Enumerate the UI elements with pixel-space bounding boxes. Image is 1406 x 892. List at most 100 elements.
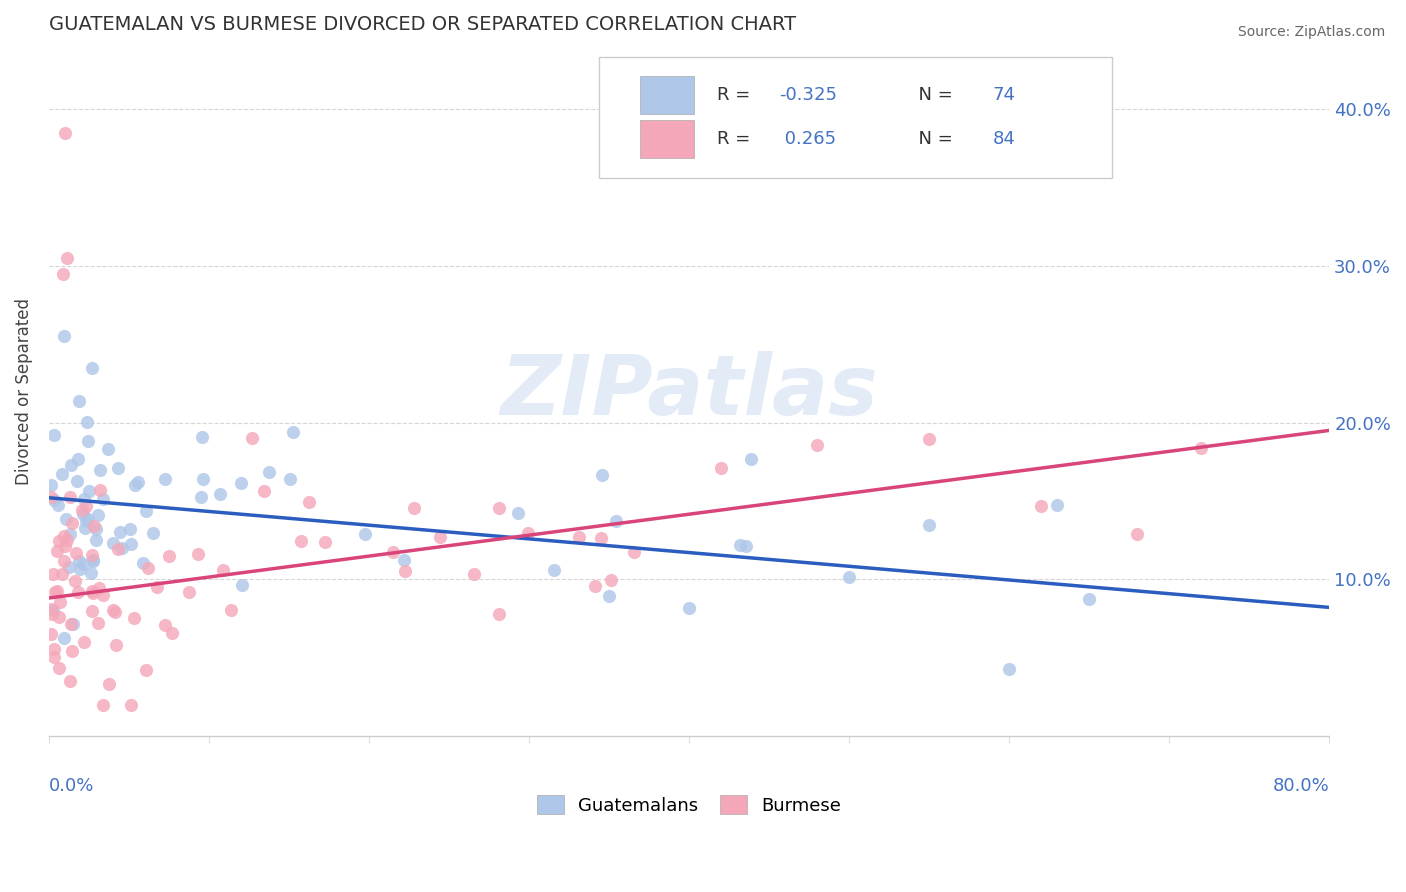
Text: Source: ZipAtlas.com: Source: ZipAtlas.com [1237,25,1385,39]
Point [623,544,645,558]
Text: 74: 74 [993,87,1015,104]
Point [283,425,305,440]
Point [1031,499,1053,513]
Text: R =: R = [717,87,756,104]
Point [740,452,762,467]
Point [543,563,565,577]
Point [111,541,134,556]
Point [42,603,65,617]
Point [62,616,84,631]
Legend: Guatemalans, Burmese: Guatemalans, Burmese [527,786,851,823]
Point [93,492,115,507]
Point [41,566,63,581]
Point [710,461,733,475]
Text: 84: 84 [993,130,1015,148]
Point [63,574,86,588]
Point [103,605,125,619]
Point [59,490,82,504]
Point [44,642,66,657]
Point [806,438,828,452]
Point [153,617,176,632]
Point [122,611,145,625]
Point [53,632,76,646]
Point [51,567,73,582]
Point [39,627,62,641]
Point [97,677,120,691]
Point [75,515,97,529]
Point [998,662,1021,676]
Point [231,578,253,592]
Point [53,126,76,140]
Point [488,501,510,516]
Point [159,549,181,563]
Point [60,617,83,632]
Point [53,539,76,553]
Point [66,585,89,599]
Point [136,561,159,575]
Y-axis label: Divorced or Separated: Divorced or Separated [15,298,32,484]
Point [253,483,276,498]
Point [605,515,627,529]
Point [381,545,404,559]
Point [42,493,65,508]
Point [79,566,101,580]
Point [73,491,96,506]
Point [51,467,73,481]
Point [120,522,142,536]
Point [838,570,860,584]
FancyBboxPatch shape [641,120,695,158]
Point [354,527,377,541]
Point [42,427,65,442]
Point [72,503,94,517]
Point [120,537,142,551]
Point [39,490,62,504]
Point [76,415,98,429]
Point [48,610,70,624]
Point [65,546,87,560]
Point [1078,591,1101,606]
Point [83,519,105,533]
Point [124,478,146,492]
Point [429,530,451,544]
Point [79,483,101,498]
Point [918,432,941,446]
Point [86,533,108,547]
Point [127,475,149,489]
Point [918,518,941,533]
Point [402,500,425,515]
Point [240,430,263,444]
Text: R =: R = [717,130,756,148]
Point [39,602,62,616]
Point [53,554,76,568]
Point [76,434,98,449]
Point [86,616,108,631]
Point [49,595,72,609]
Point [97,442,120,456]
Point [1189,441,1212,455]
Point [59,527,82,541]
Point [142,526,165,541]
Point [135,664,157,678]
Point [89,483,111,498]
Point [60,516,83,530]
Point [131,556,153,570]
Point [77,512,100,526]
Point [82,548,104,562]
Point [39,477,62,491]
Text: -0.325: -0.325 [779,87,837,104]
Point [101,603,124,617]
Point [187,547,209,561]
Point [1126,526,1149,541]
Point [298,495,321,509]
Point [55,511,77,525]
Text: 0.0%: 0.0% [49,777,94,795]
Point [72,557,94,571]
Point [463,566,485,581]
Point [290,533,312,548]
Point [56,533,79,548]
Point [82,584,104,599]
Point [82,360,104,375]
Point [86,522,108,536]
Point [60,644,83,658]
Point [87,508,110,523]
